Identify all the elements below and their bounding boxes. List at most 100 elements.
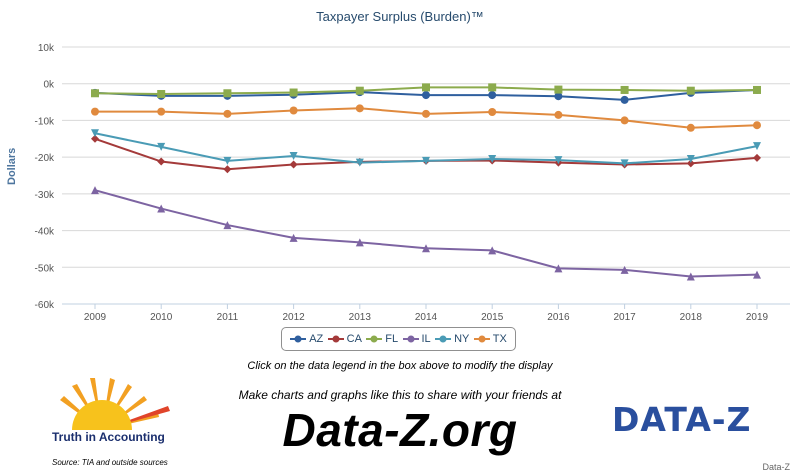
data-point-fl xyxy=(91,89,99,98)
data-point-ny xyxy=(91,129,99,138)
legend-marker-icon xyxy=(402,335,419,343)
data-point-tx xyxy=(223,109,232,118)
data-point-ca xyxy=(157,157,166,166)
data-point-fl xyxy=(753,85,761,94)
x-tick-label: 2015 xyxy=(481,312,504,323)
data-point-fl xyxy=(554,85,563,94)
data-z-logo: DATA-Z xyxy=(612,400,752,439)
data-point-ca xyxy=(91,134,99,143)
source-note: Source: TIA and outside sources xyxy=(52,458,168,467)
legend-marker-icon xyxy=(290,335,307,343)
x-tick-label: 2019 xyxy=(746,312,769,323)
legend-item-tx[interactable]: TX xyxy=(473,333,507,345)
data-point-ca xyxy=(686,159,695,168)
data-point-tx xyxy=(157,107,166,116)
data-point-az xyxy=(488,91,497,100)
tia-logo-text: Truth in Accounting xyxy=(52,430,165,444)
data-point-il xyxy=(620,265,629,274)
legend-marker-icon xyxy=(435,335,452,343)
data-point-fl xyxy=(157,89,166,98)
data-point-fl xyxy=(422,83,430,92)
data-point-tx xyxy=(91,107,99,116)
data-point-ca xyxy=(289,160,298,169)
data-point-fl xyxy=(620,85,629,94)
data-point-tx xyxy=(355,104,364,113)
y-tick-label: -30k xyxy=(35,190,55,201)
data-point-il xyxy=(223,221,232,230)
data-point-il xyxy=(289,233,298,242)
legend-label: TX xyxy=(492,333,507,345)
y-tick-label: 10k xyxy=(38,43,55,54)
data-point-ny xyxy=(620,159,629,168)
site-url[interactable]: Data-Z.org xyxy=(282,404,518,456)
legend-label: AZ xyxy=(309,333,324,345)
data-point-il xyxy=(91,186,99,195)
legend-item-fl[interactable]: FL xyxy=(366,333,398,345)
legend-item-ny[interactable]: NY xyxy=(435,333,469,345)
y-tick-label: 0k xyxy=(43,80,55,91)
x-tick-label: 2016 xyxy=(547,312,570,323)
x-tick-label: 2012 xyxy=(282,312,305,323)
data-point-tx xyxy=(289,106,298,115)
legend-label: FL xyxy=(385,333,399,345)
data-point-ny xyxy=(753,142,761,151)
x-tick-label: 2014 xyxy=(415,312,438,323)
data-point-ny xyxy=(355,158,364,167)
y-tick-label: -60k xyxy=(35,300,55,311)
x-tick-label: 2009 xyxy=(84,312,107,323)
data-point-il xyxy=(554,264,563,273)
data-point-tx xyxy=(554,110,563,119)
y-axis-label: Dollars xyxy=(6,147,18,185)
y-tick-label: -20k xyxy=(35,153,55,164)
data-point-fl xyxy=(686,86,695,95)
data-point-il xyxy=(488,246,497,255)
series-line-il xyxy=(94,189,758,278)
y-tick-label: -40k xyxy=(35,227,55,238)
x-tick-label: 2018 xyxy=(680,312,703,323)
data-point-az xyxy=(620,95,629,104)
x-tick-label: 2017 xyxy=(613,312,636,323)
x-tick-label: 2013 xyxy=(349,312,372,323)
data-point-tx xyxy=(620,116,629,125)
legend-item-ca[interactable]: CA xyxy=(327,333,362,345)
data-point-fl xyxy=(223,89,232,98)
data-point-fl xyxy=(355,86,364,95)
legend-item-az[interactable]: AZ xyxy=(290,333,323,345)
legend-label: CA xyxy=(346,333,362,345)
x-tick-label: 2010 xyxy=(150,312,173,323)
y-tick-label: -50k xyxy=(35,263,55,274)
data-point-ny xyxy=(157,142,166,151)
data-point-tx xyxy=(422,109,430,118)
legend-label: NY xyxy=(454,333,470,345)
data-point-ca xyxy=(223,165,232,174)
y-tick-label: -10k xyxy=(35,116,55,127)
data-point-ny xyxy=(554,156,563,165)
data-point-tx xyxy=(488,107,497,116)
data-point-ny xyxy=(422,156,430,165)
data-point-ca xyxy=(753,153,761,162)
data-point-ny xyxy=(488,154,497,163)
x-tick-label: 2011 xyxy=(217,312,239,323)
legend-marker-icon xyxy=(327,335,344,343)
data-point-il xyxy=(355,238,364,247)
legend-marker-icon xyxy=(473,335,490,343)
data-point-ny xyxy=(686,154,695,163)
data-point-il xyxy=(157,204,166,213)
sunburst-icon xyxy=(60,378,170,430)
data-point-tx xyxy=(753,121,761,130)
chart-legend[interactable]: AZ CA FL IL NY TX xyxy=(281,327,516,351)
chart-title: Taxpayer Surplus (Burden)™ xyxy=(316,9,484,24)
data-point-ny xyxy=(289,152,298,161)
data-point-az xyxy=(554,92,563,101)
legend-marker-icon xyxy=(366,335,383,343)
data-point-il xyxy=(753,270,761,279)
data-point-ny xyxy=(223,156,232,165)
data-point-fl xyxy=(488,83,497,92)
promo-text: Make charts and graphs like this to shar… xyxy=(238,388,562,402)
chart-credit[interactable]: Data-Z xyxy=(762,462,790,472)
legend-item-il[interactable]: IL xyxy=(402,333,431,345)
data-point-il xyxy=(422,244,430,253)
legend-label: IL xyxy=(421,333,431,345)
data-point-il xyxy=(686,272,695,281)
